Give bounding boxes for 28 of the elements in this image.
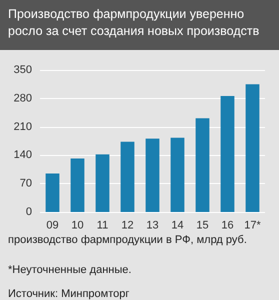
x-tick-label: 10 bbox=[71, 220, 84, 232]
bar bbox=[96, 154, 110, 212]
bar bbox=[220, 96, 234, 212]
bar bbox=[70, 158, 84, 212]
text: Источник: Минпромторг bbox=[8, 288, 130, 300]
bar bbox=[196, 118, 210, 212]
bar bbox=[46, 173, 60, 212]
x-tick-label: 09 bbox=[46, 220, 59, 232]
x-tick-label: 17* bbox=[244, 220, 262, 232]
text: *Неуточненные данные. bbox=[8, 264, 132, 276]
chart-title: Производство фармпродукции уверенно росло за счет создания новых производств bbox=[0, 0, 279, 50]
x-tick-label: 12 bbox=[121, 220, 134, 232]
bar bbox=[170, 138, 184, 212]
text: производство фармпродукции в РФ, млрд руб. bbox=[8, 234, 247, 246]
bar bbox=[120, 142, 134, 212]
x-tick-label: 13 bbox=[146, 220, 159, 232]
y-tick-label: 280 bbox=[14, 92, 32, 104]
x-tick-label: 15 bbox=[196, 220, 209, 232]
bar bbox=[246, 84, 260, 212]
y-tick-label: 210 bbox=[14, 120, 32, 133]
bar bbox=[146, 138, 160, 212]
x-tick-label: 11 bbox=[96, 220, 108, 232]
y-tick-label: 350 bbox=[14, 64, 32, 76]
y-tick-label: 0 bbox=[26, 206, 32, 218]
y-tick-label: 140 bbox=[14, 149, 32, 162]
x-tick-label: 16 bbox=[221, 220, 234, 232]
y-tick-label: 70 bbox=[20, 178, 32, 190]
x-tick-label: 14 bbox=[171, 220, 184, 232]
